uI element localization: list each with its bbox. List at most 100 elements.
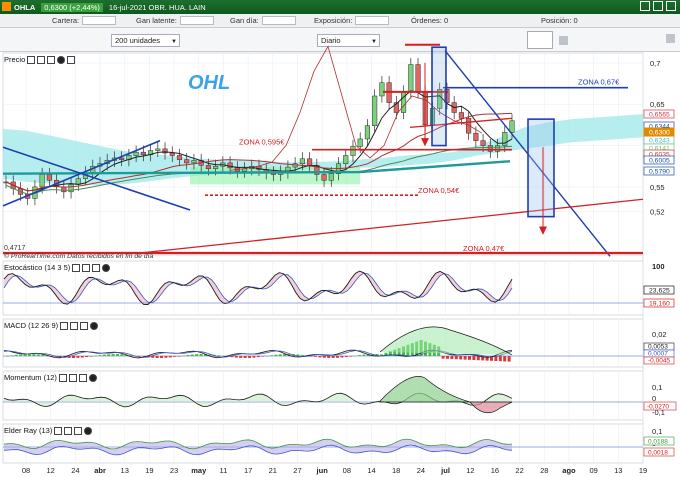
posicion-cell[interactable]: Posición: 0 [541,16,578,25]
macd-histogram-bar [278,354,282,356]
macd-histogram-bar [45,355,49,357]
window-icon[interactable] [80,321,89,330]
close-icon[interactable] [57,55,66,64]
window-icon[interactable] [37,55,46,64]
maximize-icon[interactable] [653,1,663,11]
macd-histogram-bar [366,354,370,356]
window-icon[interactable] [78,373,87,382]
macd-histogram-bar [375,354,379,356]
price-tag-label: 0,6243 [649,138,670,145]
candle-body [494,145,501,152]
window-icon[interactable] [68,373,77,382]
macd-histogram-bar [89,356,93,357]
macd-histogram-bar [177,356,181,357]
macd-histogram-bar [173,356,177,357]
minimize-icon[interactable] [640,1,650,11]
app-logo-icon [2,2,11,11]
units-select[interactable]: 200 unidades ▼ [111,34,180,47]
stoch-pane-title: Estocástico (14 3 5) [4,263,71,272]
wrench-icon[interactable] [27,55,36,64]
macd-histogram-bar [459,356,463,360]
pane-frame [2,260,644,316]
window-icon[interactable] [64,426,73,435]
wrench-icon[interactable] [60,321,69,330]
window-icon[interactable] [47,55,56,64]
momentum-y-tick: -0,1 [652,408,665,417]
window-icon[interactable] [82,263,91,272]
trendline-up-blue [2,139,161,207]
macd-histogram-bar [340,356,344,358]
momentum-peak [379,376,471,403]
macd-histogram-bar [336,356,339,358]
candle-body [299,158,305,164]
macd-histogram-bar [331,356,335,358]
momentum-pane-title: Momentum (12) [4,373,57,382]
pane-frame [2,318,644,368]
macd-histogram-bar [190,354,194,356]
stoch-tag-label: 23,625 [649,288,670,295]
close-icon[interactable] [88,373,97,382]
elder-tag-box [643,447,675,457]
window-titlebar: OHLA 0,6300 (+2,44%) 16-jul-2021 OBR. HU… [0,0,680,14]
exposicion-label: Exposición: [314,16,353,25]
chart-type-icon[interactable] [527,31,553,49]
macd-histogram-bar [6,356,9,357]
candle-body [46,174,52,181]
macd-pane-title: MACD (12 26 9) [4,321,59,330]
macd-histogram-bar [164,356,168,358]
close-icon[interactable] [84,426,93,435]
price-tag-box [643,155,675,165]
window-icon[interactable] [70,321,79,330]
settings-icon[interactable] [559,36,568,45]
stoch-tag-box [643,298,675,308]
chikou-line [229,45,483,171]
candle-body [357,138,363,147]
x-tick-label: 12 [466,466,474,475]
wrench-icon[interactable] [54,426,63,435]
macd-histogram-bar [252,356,256,358]
x-tick-label: 24 [417,466,425,475]
macd-histogram-bar [476,356,480,361]
target-arrow-head [539,226,547,235]
close-icon[interactable] [90,321,99,330]
elder-tag-box [643,436,675,446]
projection-box-blue [527,118,555,218]
macd-histogram-bar [380,354,383,356]
close-icon[interactable] [666,1,676,11]
low-marker: 0,4717 [4,245,26,252]
macd-histogram-bar [142,356,146,357]
panel-toggle-icon[interactable] [666,34,675,43]
window-icon[interactable] [74,426,83,435]
ichimoku-cloud [3,114,643,186]
ordenes-label: Órdenes: [411,16,442,25]
stoch-tag-label: 19,160 [649,301,670,308]
elder-tag-label: 0,0018 [648,450,668,457]
window-icon[interactable] [67,55,76,64]
ordenes-cell[interactable]: Órdenes: 0 [411,16,448,25]
macd-histogram-bar [498,356,502,362]
candle-body [61,186,67,193]
trendline-red-short [409,117,513,129]
macd-histogram-bar [19,354,23,356]
macd-histogram-bar [234,356,238,358]
period-select[interactable]: Diario ▼ [317,34,380,47]
close-icon[interactable] [102,263,111,272]
candle-body [444,89,450,103]
wrench-icon[interactable] [72,263,81,272]
posicion-label: Posición: [541,16,572,25]
chevron-down-icon: ▼ [171,39,177,45]
gan-latente-value [179,16,214,25]
candle-body [140,151,146,155]
wrench-icon[interactable] [58,373,67,382]
ordenes-value: 0 [443,16,449,25]
elder-pane-title: Elder Ray (13) [4,426,53,435]
macd-tag-box [643,356,675,365]
range-box-blue [431,46,447,147]
macd-histogram-bar [28,354,31,356]
price-tag-label: 0,6344 [649,124,670,131]
macd-histogram-bar [472,356,476,360]
price-tag-box [643,166,675,176]
window-icon[interactable] [92,263,101,272]
x-tick-label: 22 [515,466,523,475]
